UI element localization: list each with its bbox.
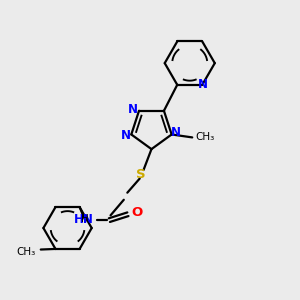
Text: N: N xyxy=(121,129,131,142)
Text: CH₃: CH₃ xyxy=(16,247,36,257)
Text: HN: HN xyxy=(74,213,94,226)
Text: H: H xyxy=(81,214,89,224)
Text: N: N xyxy=(128,103,138,116)
Text: S: S xyxy=(136,168,146,181)
Text: N: N xyxy=(171,126,181,139)
Text: O: O xyxy=(132,206,143,219)
Text: CH₃: CH₃ xyxy=(196,132,215,142)
Text: N: N xyxy=(198,78,208,91)
